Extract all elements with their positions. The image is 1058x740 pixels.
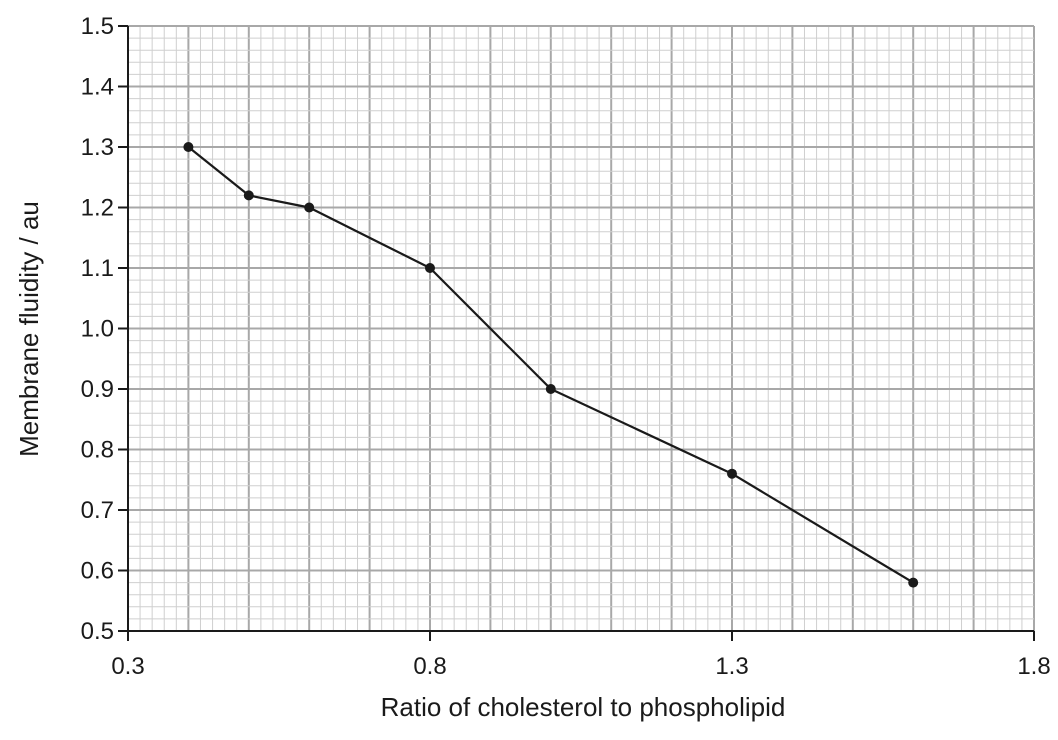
- data-point: [243, 190, 254, 201]
- chart-grid: [127, 25, 1035, 632]
- data-point: [545, 384, 556, 394]
- x-axis-ticks: 0.3 0.8 1.3 1.8: [111, 631, 1051, 680]
- y-tick-label: 1.1: [81, 255, 114, 282]
- y-axis-label: Membrane fluidity / au: [14, 201, 44, 457]
- x-tick-label: 0.3: [111, 653, 144, 680]
- y-tick-label: 0.7: [81, 497, 114, 524]
- y-tick-label: 1.2: [81, 195, 114, 222]
- data-point: [908, 577, 919, 588]
- y-tick-label: 0.6: [81, 558, 114, 585]
- y-tick-label: 0.5: [81, 618, 114, 645]
- data-point: [183, 142, 194, 152]
- y-axis-ticks: 0.5 0.6 0.7 0.8 0.9 1.0 1.1 1.2 1.3 1.4 1.5: [81, 13, 128, 645]
- x-tick-label: 1.3: [715, 653, 748, 680]
- series-line-group: [183, 142, 919, 588]
- x-tick-label: 0.8: [413, 653, 446, 680]
- y-tick-label: 1.0: [81, 316, 114, 343]
- y-tick-label: 1.4: [81, 74, 114, 101]
- x-tick-label: 1.8: [1017, 653, 1050, 680]
- y-tick-label: 0.9: [81, 376, 114, 403]
- y-tick-label: 0.8: [81, 437, 114, 464]
- y-tick-label: 1.5: [81, 13, 114, 40]
- data-point: [727, 468, 737, 479]
- data-point: [425, 263, 435, 273]
- y-tick-label: 1.3: [81, 134, 114, 161]
- x-axis-label: Ratio of cholesterol to phospholipid: [381, 692, 786, 722]
- data-point: [304, 202, 315, 213]
